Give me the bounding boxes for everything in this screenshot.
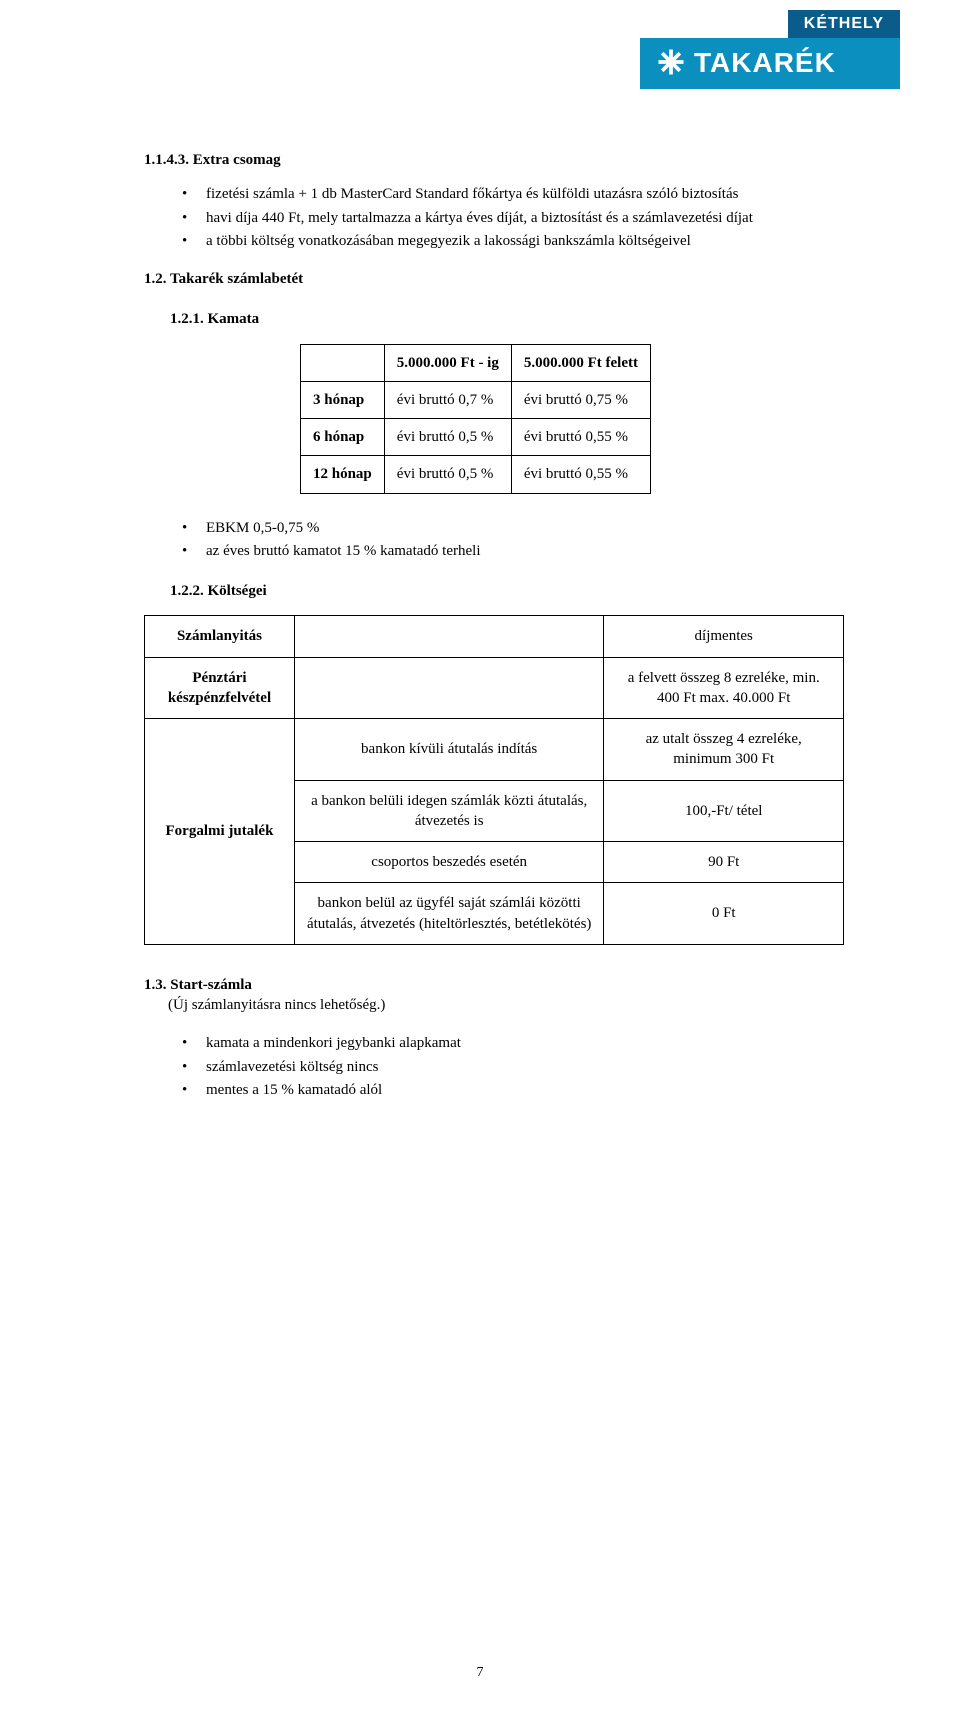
section-extra-heading: 1.1.4.3. Extra csomag [144,150,855,170]
logo-bottom-label: TAKARÉK [694,44,836,82]
extra-bullet-list: fizetési számla + 1 db MasterCard Standa… [182,184,855,251]
kamata-heading: 1.2.1. Kamata [170,309,855,329]
cell: évi bruttó 0,5 % [384,419,511,456]
row-header: Számlanyitás [145,616,295,657]
table-row: Számlanyitás díjmentes [145,616,844,657]
cell: a bankon belüli idegen számlák közti átu… [294,780,603,842]
start-heading: 1.3. Start-számla [144,977,252,993]
empty-cell [294,657,603,719]
cell: 0 Ft [604,883,844,945]
koltseg-table: Számlanyitás díjmentes Pénztári készpénz… [144,615,844,945]
empty-cell [301,344,385,381]
cell: évi bruttó 0,7 % [384,381,511,418]
row-header: 3 hónap [301,381,385,418]
list-item: havi díja 440 Ft, mely tartalmazza a kár… [182,208,855,228]
logo-top-label: KÉTHELY [788,10,900,38]
page-number: 7 [0,1664,960,1683]
table-row: 5.000.000 Ft - ig 5.000.000 Ft felett [301,344,651,381]
start-section: 1.3. Start-számla (Új számlanyitásra nin… [144,975,855,1016]
row-header: Forgalmi jutalék [145,719,295,945]
start-bullet-list: kamata a mindenkori jegybanki alapkamat … [182,1033,855,1100]
cell: évi bruttó 0,55 % [511,419,650,456]
start-subtitle: (Új számlanyitásra nincs lehetőség.) [144,997,385,1013]
col-header: 5.000.000 Ft - ig [384,344,511,381]
cell: bankon kívüli átutalás indítás [294,719,603,781]
list-item: mentes a 15 % kamatadó alól [182,1080,855,1100]
row-header: Pénztári készpénzfelvétel [145,657,295,719]
cell: évi bruttó 0,5 % [384,456,511,493]
cell: bankon belül az ügyfél saját számlái köz… [294,883,603,945]
cell: évi bruttó 0,75 % [511,381,650,418]
koltseg-heading: 1.2.2. Költségei [170,581,855,601]
list-item: az éves bruttó kamatot 15 % kamatadó ter… [182,541,855,561]
kamata-table: 5.000.000 Ft - ig 5.000.000 Ft felett 3 … [300,344,651,494]
col-header: 5.000.000 Ft felett [511,344,650,381]
star-icon [656,47,686,77]
cell: a felvett összeg 8 ezreléke, min. 400 Ft… [604,657,844,719]
table-row: 6 hónap évi bruttó 0,5 % évi bruttó 0,55… [301,419,651,456]
cell: díjmentes [604,616,844,657]
table-row: 3 hónap évi bruttó 0,7 % évi bruttó 0,75… [301,381,651,418]
section-takarek-heading: 1.2. Takarék számlabetét [144,269,855,289]
cell: évi bruttó 0,55 % [511,456,650,493]
table-row: Pénztári készpénzfelvétel a felvett össz… [145,657,844,719]
list-item: fizetési számla + 1 db MasterCard Standa… [182,184,855,204]
list-item: a többi költség vonatkozásában megegyezi… [182,231,855,251]
logo-bottom-bar: TAKARÉK [640,38,900,90]
row-header: 6 hónap [301,419,385,456]
table-row: 12 hónap évi bruttó 0,5 % évi bruttó 0,5… [301,456,651,493]
list-item: kamata a mindenkori jegybanki alapkamat [182,1033,855,1053]
cell: csoportos beszedés esetén [294,842,603,883]
list-item: számlavezetési költség nincs [182,1057,855,1077]
ebkm-bullet-list: EBKM 0,5-0,75 % az éves bruttó kamatot 1… [182,518,855,562]
cell: az utalt összeg 4 ezreléke, minimum 300 … [604,719,844,781]
cell: 90 Ft [604,842,844,883]
list-item: EBKM 0,5-0,75 % [182,518,855,538]
row-header: 12 hónap [301,456,385,493]
cell: 100,-Ft/ tétel [604,780,844,842]
empty-cell [294,616,603,657]
table-row: Forgalmi jutalék bankon kívüli átutalás … [145,719,844,781]
brand-logo: KÉTHELY TAKARÉK [640,10,900,89]
